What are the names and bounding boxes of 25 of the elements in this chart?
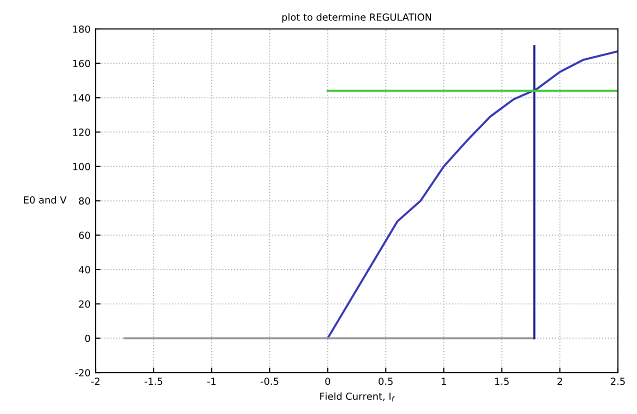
y-axis-title: E0 and V xyxy=(24,196,66,204)
x-tick-label: -0.5 xyxy=(260,378,278,385)
y-tick-label: 40 xyxy=(78,266,90,274)
x-tick-label: 2 xyxy=(557,378,562,385)
y-tick-label: 80 xyxy=(78,197,90,205)
x-tick-label: 1.5 xyxy=(495,378,509,385)
x-tick-label: -1 xyxy=(207,378,216,385)
y-tick-label: 0 xyxy=(85,334,90,342)
y-tick-label: 120 xyxy=(73,128,90,136)
y-tick-label: 160 xyxy=(73,60,90,68)
line-series xyxy=(326,50,618,340)
x-tick-label: -1.5 xyxy=(144,378,162,385)
y-tick-label: 60 xyxy=(78,232,90,239)
x-axis-title: Field Current, I$_{f}$ xyxy=(320,392,395,402)
y-tick-label: 140 xyxy=(73,94,90,102)
y-tick-label: 20 xyxy=(79,300,90,308)
x-tick-label: -2 xyxy=(91,378,100,385)
y-tick-label: -20 xyxy=(75,369,90,376)
x-tick-label: 2.5 xyxy=(610,378,625,385)
y-tick-label: 100 xyxy=(73,162,90,170)
x-tick-label: 0 xyxy=(325,378,330,385)
chart-title: plot to determine REGULATION xyxy=(282,13,432,23)
x-tick-label: 1 xyxy=(442,378,446,385)
x-tick-label: 0.5 xyxy=(378,378,393,385)
y-tick-label: 180 xyxy=(73,25,90,33)
